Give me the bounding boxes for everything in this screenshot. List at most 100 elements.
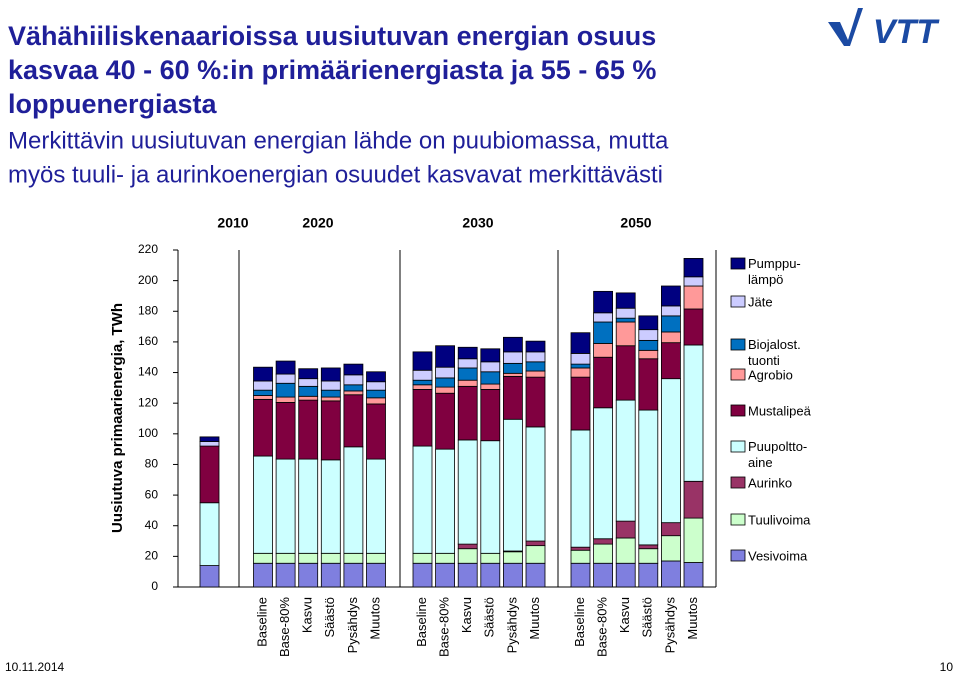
bar-segment: [366, 371, 386, 383]
bar-segment: [366, 397, 386, 405]
bar-segment: [480, 348, 501, 363]
x-tick-label: Baseline: [254, 597, 269, 647]
bar-segment: [683, 285, 704, 310]
bar-segment: [366, 403, 386, 460]
bar-segment: [683, 344, 704, 482]
bar-segment: [343, 562, 364, 588]
y-tick-label: 20: [145, 549, 159, 563]
bar-segment: [525, 376, 546, 428]
bar-segment: [570, 367, 591, 378]
bar-segment: [412, 351, 433, 371]
x-tick-label: Kasvu: [459, 597, 474, 633]
subtitle-line: myös tuuli- ja aurinkoenergian osuudet k…: [8, 161, 663, 188]
title-line: loppuenergiasta: [8, 89, 218, 119]
bar-segment: [683, 562, 704, 588]
bar-segment: [502, 562, 523, 588]
bar-segment: [593, 321, 613, 344]
bar-segment: [525, 545, 546, 564]
bar-segment: [412, 369, 433, 381]
bar-segment: [343, 446, 364, 554]
bar-segment: [199, 441, 220, 447]
bar-segment: [502, 336, 523, 353]
bar-segment: [343, 363, 364, 376]
x-tick-label: Pysähdys: [504, 597, 519, 654]
y-axis-label: Uusiutuva primaarienergia, TWh: [109, 303, 126, 533]
group-label: 2010: [217, 215, 248, 231]
bar-segment: [435, 386, 456, 394]
bar-segment: [298, 458, 319, 554]
bar-segment: [457, 562, 478, 588]
bar-segment: [343, 384, 364, 392]
legend-label: Puupoltto-aine: [748, 439, 807, 470]
bar-segment: [661, 378, 681, 524]
group-label: 2050: [620, 215, 651, 231]
bar-segment: [683, 480, 704, 519]
bar-segment: [480, 388, 501, 442]
bar-segment: [275, 458, 296, 554]
bar-segment: [570, 549, 591, 564]
bar-segment: [638, 544, 659, 550]
y-tick-label: 140: [138, 365, 158, 379]
bar-segment: [343, 552, 364, 564]
bar-segment: [298, 399, 319, 460]
bar-segment: [615, 399, 636, 522]
date: 10.11.2014: [5, 660, 64, 674]
bar-segment: [661, 560, 681, 588]
bar-segment: [638, 315, 659, 331]
page-number: 10: [940, 660, 954, 674]
bar-segment: [412, 562, 433, 588]
title-line: Vähähiiliskenaarioissa uusiutuvan energi…: [8, 21, 656, 51]
bar-segment: [615, 345, 636, 401]
bar-segment: [570, 562, 591, 588]
group-label: 2020: [302, 215, 333, 231]
bar-segment: [435, 562, 456, 588]
bar-segment: [525, 361, 546, 372]
y-tick-label: 120: [138, 395, 158, 409]
y-tick-label: 0: [151, 579, 158, 593]
bar-segment: [593, 543, 613, 564]
bar-segment: [435, 366, 456, 379]
bar-segment: [320, 389, 341, 398]
bar-segment: [253, 398, 273, 457]
bar-segment: [570, 429, 591, 548]
bar-segment: [366, 381, 386, 391]
bar-segment: [366, 562, 386, 588]
bar-segment: [661, 331, 681, 344]
subtitle-line: Merkittävin uusiutuvan energian lähde on…: [8, 127, 669, 154]
bar-segment: [199, 502, 220, 566]
bar-segment: [615, 317, 636, 323]
bar-segment: [275, 552, 296, 564]
y-tick-label: 220: [138, 242, 158, 256]
y-tick-label: 180: [138, 303, 158, 317]
bar-segment: [253, 552, 273, 564]
bar-segment: [199, 565, 220, 588]
bar-segment: [480, 562, 501, 588]
bar-segment: [435, 377, 456, 388]
bar-segment: [253, 366, 273, 382]
x-tick-label: Baseline: [414, 597, 429, 647]
bar-segment: [615, 307, 636, 319]
legend-swatch: [730, 368, 746, 381]
bar-segment: [412, 379, 433, 386]
bar-segment: [320, 552, 341, 564]
bar-segment: [661, 285, 681, 307]
bar-segment: [593, 343, 613, 358]
bar-segment: [480, 440, 501, 554]
bar-segment: [525, 370, 546, 378]
bar-segment: [615, 562, 636, 588]
bar-segment: [435, 392, 456, 450]
bar-segment: [661, 522, 681, 537]
bar-segment: [457, 367, 478, 381]
bar-segment: [412, 388, 433, 447]
y-tick-label: 100: [138, 426, 158, 440]
bar-segment: [570, 546, 591, 551]
y-tick-label: 40: [145, 518, 159, 532]
bar-segment: [593, 407, 613, 540]
x-tick-label: Base-80%: [437, 597, 452, 657]
bar-segment: [298, 552, 319, 564]
bar-segment: [502, 372, 523, 377]
legend-swatch: [730, 476, 746, 489]
logo-text: VTT: [873, 13, 940, 51]
bar-segment: [638, 329, 659, 341]
bar-segment: [661, 315, 681, 333]
